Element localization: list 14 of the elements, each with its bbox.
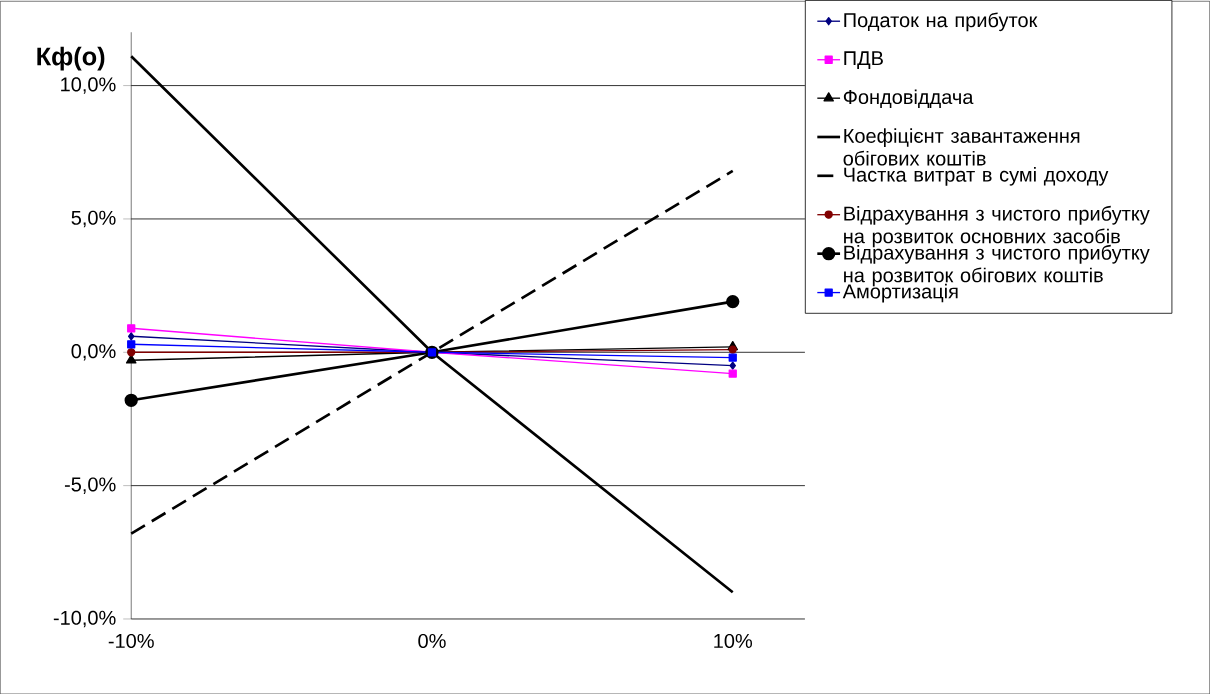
y-tick-label: 10,0% bbox=[61, 77, 116, 94]
x-tick-label: 0% bbox=[418, 633, 446, 648]
x-tick-label: -10% bbox=[108, 633, 154, 648]
y-tick-label: -5,0% bbox=[64, 477, 116, 494]
legend-label: Частка витрат в сумі доходу bbox=[844, 166, 1109, 186]
legend-label: Фондовіддача bbox=[843, 89, 974, 108]
legend-label: ПДВ bbox=[844, 51, 883, 69]
y-tick-label: 0,0% bbox=[71, 343, 116, 361]
legend-label: Податок на прибуток bbox=[844, 12, 1038, 32]
x-tick-label: 10% bbox=[714, 633, 753, 648]
legend-label: Коефіцієнт завантаження обігових коштів bbox=[843, 128, 1080, 166]
y-tick-label: -10,0% bbox=[53, 610, 116, 628]
y-tick-label: 5,0% bbox=[71, 210, 116, 228]
y-axis-title: Кф(о) bbox=[37, 46, 105, 71]
